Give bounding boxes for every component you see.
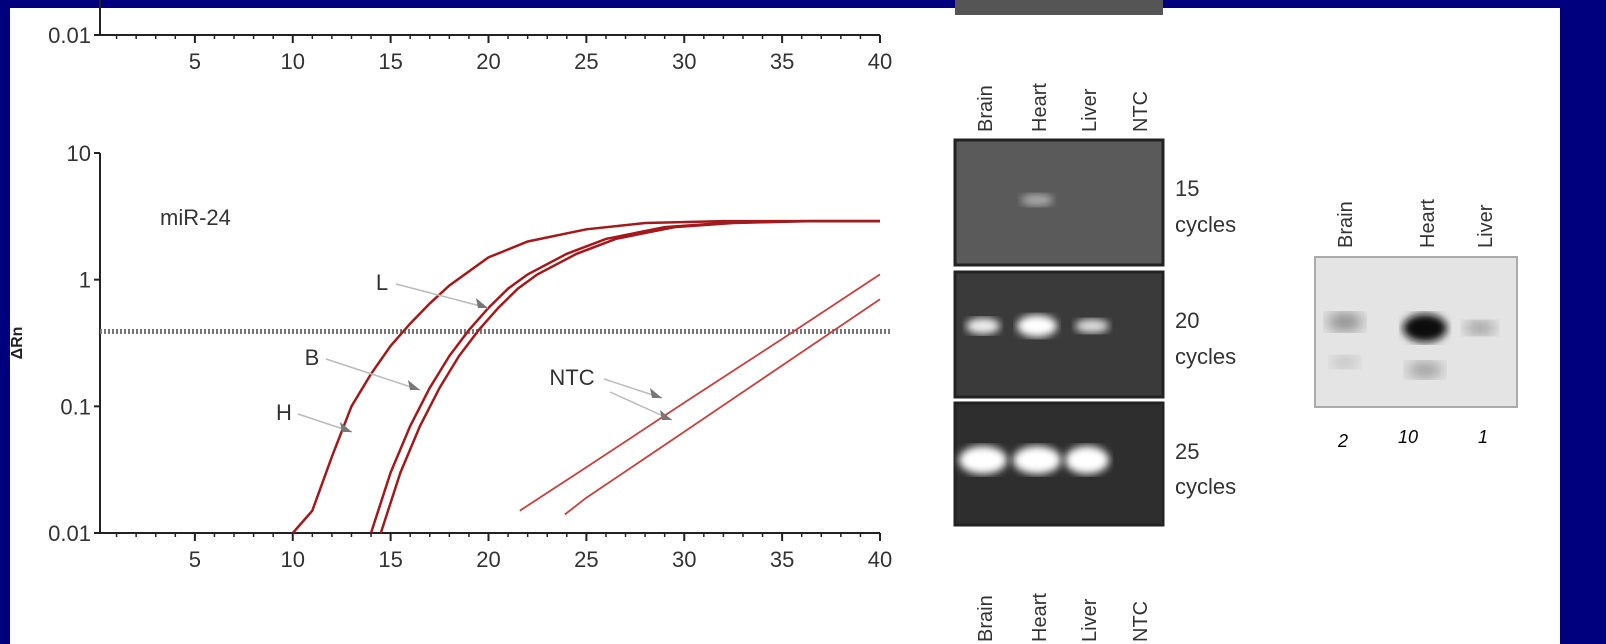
band	[1331, 356, 1359, 368]
x-tick-label: 15	[378, 547, 402, 572]
x-tick-label: 10	[281, 49, 305, 74]
lane-label: Heart	[1417, 199, 1439, 248]
x-tick-label: 35	[770, 547, 794, 572]
band	[1013, 446, 1061, 474]
band	[1464, 321, 1496, 335]
x-tick-label: 5	[189, 547, 201, 572]
band	[1075, 319, 1109, 333]
curve-label: B	[305, 345, 320, 370]
gel-fragment	[955, 0, 1163, 15]
lane-label: Heart	[1029, 83, 1051, 132]
lane-label: NTC	[1130, 91, 1152, 132]
lane-label: Liver	[1079, 598, 1101, 642]
row-label: 15	[1175, 176, 1199, 201]
lane-label: NTC	[1130, 601, 1152, 642]
lane-label: Liver	[1079, 88, 1101, 132]
band	[966, 318, 1000, 334]
x-tick-label: 35	[770, 49, 794, 74]
band	[959, 446, 1007, 474]
gel-row	[955, 140, 1163, 265]
y-tick-label: 10	[67, 141, 91, 166]
row-label: cycles	[1175, 474, 1236, 499]
x-tick-label: 20	[476, 547, 500, 572]
y-axis-label: ΔRn	[9, 327, 26, 360]
x-tick-label: 5	[189, 49, 201, 74]
x-tick-label: 15	[378, 49, 402, 74]
x-tick-label: 40	[868, 547, 892, 572]
band	[1065, 446, 1109, 474]
lane-label: Heart	[1029, 593, 1051, 642]
gel-row	[955, 272, 1163, 397]
ratio: 2	[1337, 431, 1348, 451]
row-label: 25	[1175, 439, 1199, 464]
band	[1327, 313, 1363, 331]
lane-label: Brain	[1335, 201, 1357, 248]
ratio: 1	[1478, 427, 1488, 447]
curve-label: NTC	[549, 365, 594, 390]
band	[1407, 362, 1443, 378]
y-tick-label: 1	[79, 268, 91, 293]
slide: Brain Heart Liver NTC 15 cycles 20 cycle…	[0, 0, 1606, 644]
x-tick-label: 30	[672, 49, 696, 74]
band	[1403, 314, 1447, 342]
lane-label: Liver	[1475, 204, 1497, 248]
lane-label: Brain	[975, 85, 997, 132]
ratio: 10	[1398, 427, 1418, 447]
gel	[955, 140, 1163, 525]
band	[1021, 194, 1053, 206]
band	[1017, 315, 1057, 337]
y-tick-label: 0.1	[60, 394, 91, 419]
x-tick-label: 30	[672, 547, 696, 572]
annotation: miR-24	[160, 205, 231, 230]
lane-label: Brain	[975, 595, 997, 642]
x-tick-label: 25	[574, 49, 598, 74]
x-tick-label: 25	[574, 547, 598, 572]
x-tick-label: 10	[281, 547, 305, 572]
row-label: cycles	[1175, 344, 1236, 369]
y-tick-label: 0.01	[48, 23, 91, 48]
row-label: cycles	[1175, 212, 1236, 237]
curve-label: H	[276, 400, 292, 425]
x-tick-label: 40	[868, 49, 892, 74]
x-tick-label: 20	[476, 49, 500, 74]
row-label: 20	[1175, 308, 1199, 333]
y-tick-label: 0.01	[48, 521, 91, 546]
curve-label: L	[376, 270, 388, 295]
